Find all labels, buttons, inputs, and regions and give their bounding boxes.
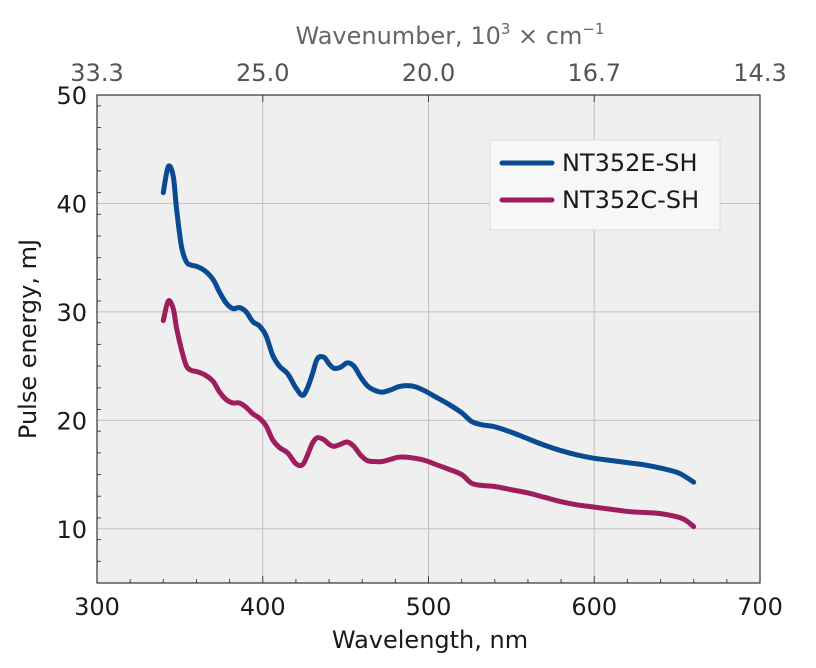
x-tick-labels: 300 400 500 600 700 bbox=[74, 593, 783, 621]
legend-label-nt352c-sh: NT352C-SH bbox=[562, 186, 699, 214]
legend: NT352E-SH NT352C-SH bbox=[489, 139, 721, 231]
x-axis-title: Wavelength, nm bbox=[332, 626, 528, 654]
y-axis-title: Pulse energy, mJ bbox=[14, 239, 42, 439]
y-tick-label-40: 40 bbox=[56, 190, 87, 218]
x-tick-label-400: 400 bbox=[240, 593, 286, 621]
x-tick-label-300: 300 bbox=[74, 593, 120, 621]
y-tick-label-10: 10 bbox=[56, 516, 87, 544]
legend-box bbox=[489, 139, 721, 231]
top-axis-title-prefix: Wavenumber, 10 bbox=[296, 22, 501, 50]
series-line-nt352c-sh bbox=[160, 298, 697, 530]
top-axis-title: Wavenumber, 103 × cm−1 bbox=[296, 20, 605, 50]
top-tick-label: 25.0 bbox=[236, 59, 289, 87]
x-tick-label-500: 500 bbox=[406, 593, 452, 621]
top-axis-title-mid: × cm bbox=[510, 22, 582, 50]
top-axis-title-sup2: −1 bbox=[582, 20, 604, 38]
x-tick-label-700: 700 bbox=[737, 593, 783, 621]
plot-frame bbox=[96, 94, 761, 584]
top-tick-label: 20.0 bbox=[402, 59, 455, 87]
top-tick-label: 33.3 bbox=[70, 59, 123, 87]
y-tick-label-30: 30 bbox=[56, 299, 87, 327]
y-tick-label-50: 50 bbox=[56, 82, 87, 110]
y-tick-label-20: 20 bbox=[56, 407, 87, 435]
series-layer bbox=[160, 163, 697, 530]
series-line-nt352e-sh bbox=[160, 163, 697, 485]
top-tick-label: 14.3 bbox=[733, 59, 786, 87]
top-axis-title-sup: 3 bbox=[501, 20, 511, 38]
top-tick-labels: 33.3 25.0 20.0 16.7 14.3 bbox=[70, 59, 786, 87]
legend-label-nt352e-sh: NT352E-SH bbox=[562, 149, 698, 177]
top-tick-label: 16.7 bbox=[568, 59, 621, 87]
y-tick-labels: 10 20 30 40 50 bbox=[56, 82, 87, 544]
x-tick-label-600: 600 bbox=[571, 593, 617, 621]
